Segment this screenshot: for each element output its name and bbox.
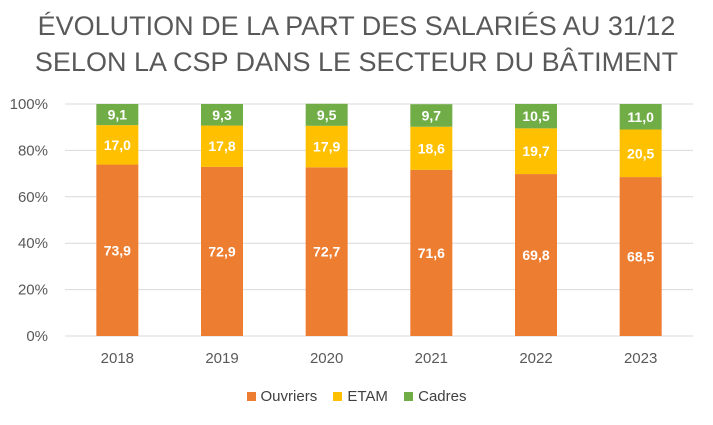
legend-label-cadres: Cadres (418, 388, 467, 405)
data-label-etam-2021: 18,6 (418, 140, 445, 156)
data-label-cadres-2020: 9,5 (317, 107, 337, 123)
bar-cadres-2020 (305, 103, 348, 126)
chart-title: ÉVOLUTION DE LA PART DES SALARIÉS AU 31/… (0, 8, 713, 80)
bar-etam-2018 (96, 125, 139, 165)
bar-etam-2021 (410, 126, 453, 170)
y-tick-label-2: 40% (18, 235, 48, 252)
y-tick-label-3: 60% (18, 189, 48, 206)
y-tick-label-1: 20% (18, 282, 48, 299)
bar-etam-2023 (619, 129, 662, 178)
bar-ouvriers-2019 (201, 166, 243, 336)
chart-title-line-1: ÉVOLUTION DE LA PART DES SALARIÉS AU 31/… (37, 11, 676, 41)
x-tick-label-2018: 2018 (101, 350, 134, 367)
legend-swatch-ouvriers (246, 392, 256, 401)
x-tick-label-2021: 2021 (415, 350, 448, 367)
bar-ouvriers-2018 (96, 164, 139, 336)
bar-ouvriers-2020 (305, 167, 348, 336)
data-label-etam-2020: 17,9 (313, 139, 340, 155)
data-label-etam-2023: 20,5 (627, 145, 654, 161)
data-label-etam-2018: 17,0 (104, 137, 131, 153)
bar-etam-2022 (515, 128, 557, 175)
x-tick-label-2020: 2020 (310, 350, 343, 367)
legend-swatch-etam (333, 392, 343, 401)
bar-etam-2019 (201, 125, 243, 167)
chart-title-line-2: SELON LA CSP DANS LE SECTEUR DU BÂTIMENT (34, 47, 679, 77)
chart-legend: Ouvriers ETAM Cadres (0, 388, 713, 405)
data-label-ouvriers-2020: 72,7 (313, 244, 340, 260)
legend-item-cadres: Cadres (404, 388, 466, 405)
bar-etam-2020 (305, 125, 348, 168)
data-label-etam-2019: 17,8 (208, 138, 235, 154)
data-label-cadres-2021: 9,7 (422, 107, 442, 123)
data-label-ouvriers-2022: 69,8 (522, 247, 549, 263)
bar-ouvriers-2023 (619, 177, 662, 336)
data-label-ouvriers-2018: 73,9 (104, 242, 131, 258)
bar-cadres-2018 (96, 104, 139, 126)
bar-cadres-2021 (410, 104, 453, 127)
data-label-cadres-2019: 9,3 (212, 107, 232, 123)
y-tick-label-0: 0% (26, 328, 48, 345)
legend-label-ouvriers: Ouvriers (260, 388, 318, 405)
bar-cadres-2019 (201, 104, 243, 126)
data-label-cadres-2022: 10,5 (522, 108, 549, 124)
legend-item-ouvriers: Ouvriers (246, 388, 318, 405)
y-tick-label-4: 80% (18, 142, 48, 159)
bar-ouvriers-2022 (515, 174, 557, 336)
legend-swatch-cadres (404, 392, 414, 401)
bar-ouvriers-2021 (410, 169, 453, 336)
data-label-ouvriers-2021: 71,6 (418, 245, 445, 261)
y-tick-label-5: 100% (10, 96, 48, 113)
data-label-cadres-2018: 9,1 (108, 107, 128, 123)
data-label-cadres-2023: 11,0 (627, 109, 654, 125)
data-label-ouvriers-2019: 72,9 (208, 243, 235, 259)
legend-label-etam: ETAM (347, 388, 388, 405)
x-tick-label-2022: 2022 (519, 350, 552, 367)
data-label-etam-2022: 19,7 (522, 143, 549, 159)
data-label-ouvriers-2023: 68,5 (627, 249, 654, 265)
bar-cadres-2023 (619, 104, 662, 130)
bar-cadres-2022 (515, 104, 557, 129)
legend-item-etam: ETAM (333, 388, 388, 405)
x-tick-label-2023: 2023 (624, 350, 657, 367)
x-tick-label-2019: 2019 (205, 350, 238, 367)
